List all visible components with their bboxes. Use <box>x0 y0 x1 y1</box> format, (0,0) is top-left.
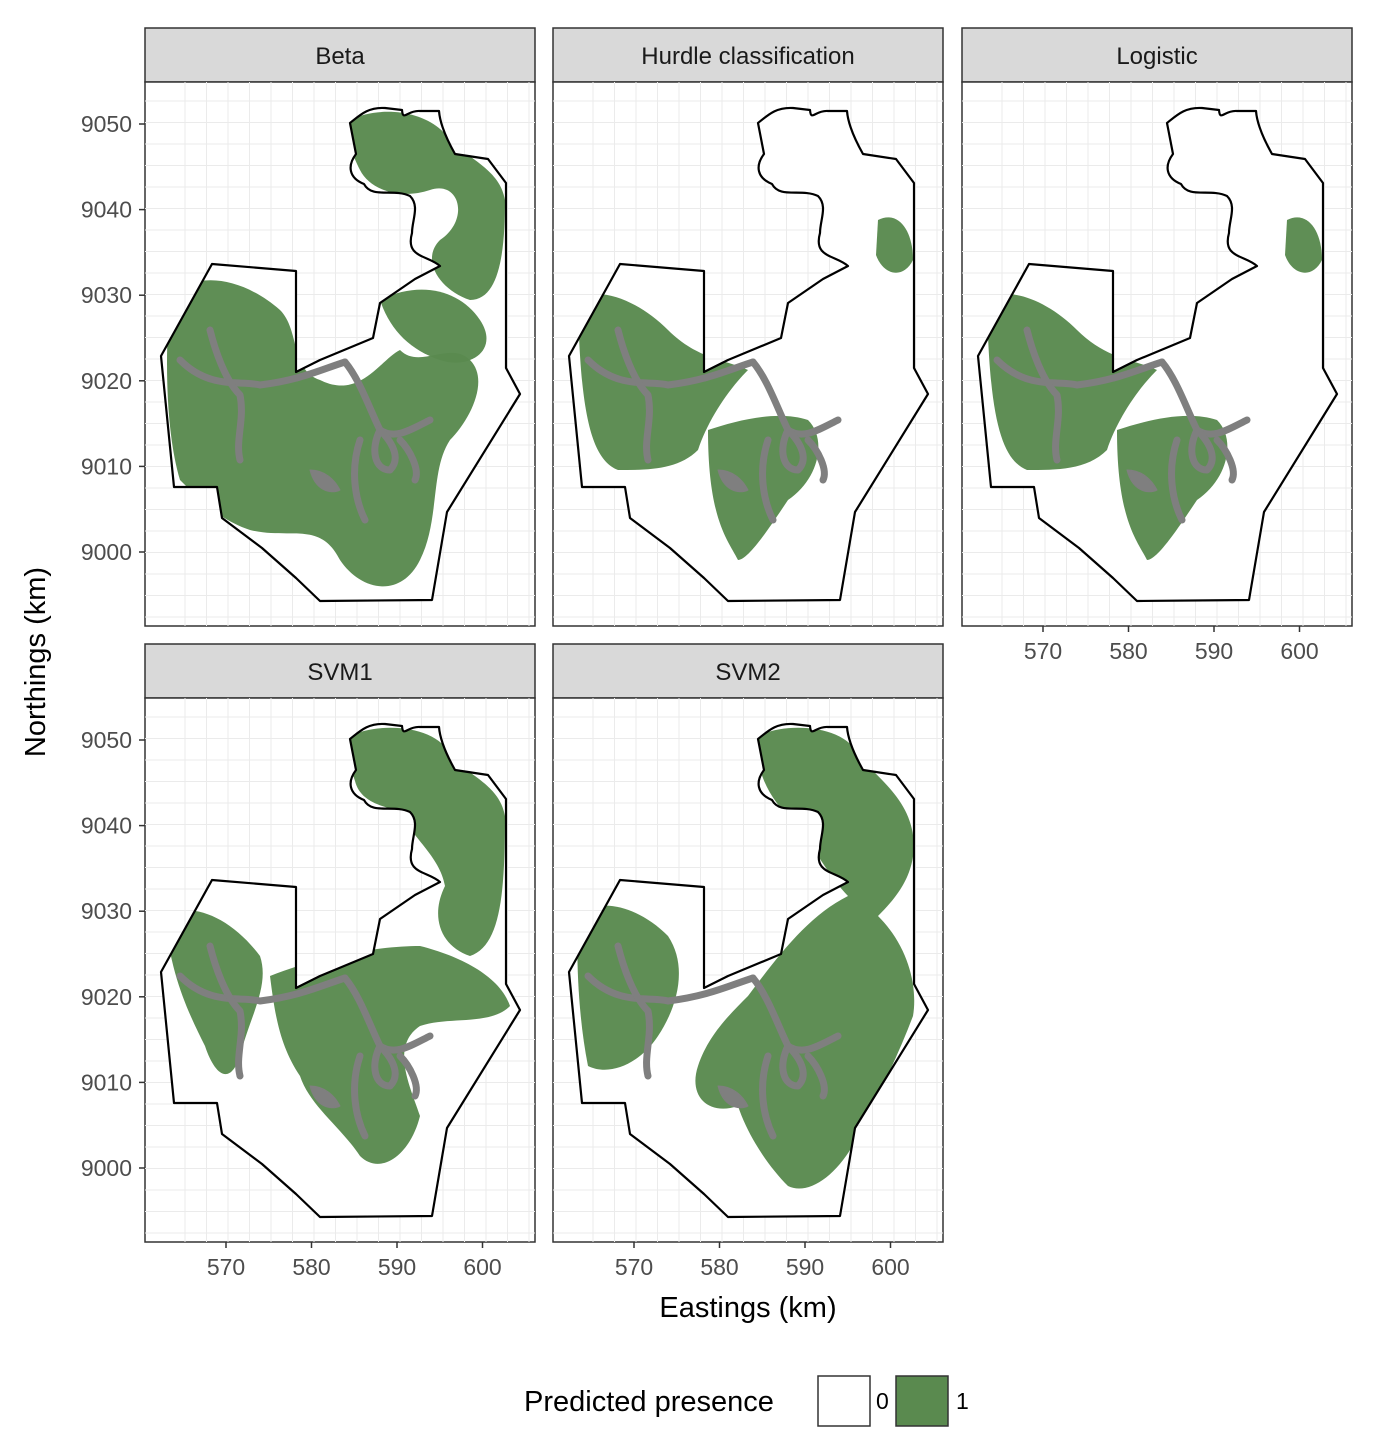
predicted-presence <box>577 727 915 1189</box>
river-network <box>584 942 842 1140</box>
facet-title: SVM2 <box>715 659 780 686</box>
predicted-presence <box>167 111 505 587</box>
facet-strip <box>552 643 944 699</box>
study-area-map <box>159 722 522 1219</box>
y-tick-label: 9010 <box>81 1069 132 1095</box>
x-tick-label: 570 <box>1024 638 1062 664</box>
x-axis-title: Eastings (km) <box>659 1292 836 1324</box>
river-network <box>584 326 842 524</box>
facet-title: Beta <box>315 43 365 70</box>
x-tick-label: 590 <box>1195 638 1233 664</box>
x-tick-label: 590 <box>378 1254 416 1280</box>
legend: Predicted presence 0 1 <box>524 1375 969 1427</box>
legend-label-present: 1 <box>956 1388 969 1414</box>
x-tick-label: 600 <box>871 1254 909 1280</box>
study-area-boundary <box>159 106 522 603</box>
facet-strip <box>144 27 536 83</box>
x-tick-label: 580 <box>1109 638 1147 664</box>
x-axis-ticks-svm2: 570 580 590 600 <box>615 1242 910 1280</box>
x-tick-label: 600 <box>463 1254 501 1280</box>
river-network <box>993 326 1251 524</box>
x-tick-label: 570 <box>615 1254 653 1280</box>
study-area-map <box>567 106 930 603</box>
y-tick-label: 9050 <box>81 727 132 753</box>
y-tick-label: 9040 <box>81 813 132 839</box>
map-panels: Beta Hurdle classification Logistic SVM1 SVM… <box>144 27 1353 1243</box>
panel-1: Hurdle classification <box>552 27 944 627</box>
facet-strip <box>144 643 536 699</box>
study-area-boundary <box>159 722 522 1219</box>
y-tick-label: 9040 <box>81 197 132 223</box>
legend-key-present <box>895 1375 949 1427</box>
legend-key-absent <box>817 1375 871 1427</box>
river-network <box>176 942 434 1140</box>
y-tick-label: 9000 <box>81 1155 132 1181</box>
x-axis-ticks-svm1: 570 580 590 600 <box>207 1242 502 1280</box>
x-tick-label: 600 <box>1280 638 1318 664</box>
y-tick-label: 9010 <box>81 453 132 479</box>
y-tick-label: 9050 <box>81 111 132 137</box>
legend-label-absent: 0 <box>876 1388 889 1414</box>
legend-title: Predicted presence <box>524 1386 774 1418</box>
y-tick-label: 9000 <box>81 539 132 565</box>
facet-strip <box>552 27 944 83</box>
panel-2: Logistic <box>961 27 1353 627</box>
y-axis-title: Northings (km) <box>20 567 52 757</box>
panel-3: SVM1 <box>144 643 536 1243</box>
x-tick-label: 570 <box>207 1254 245 1280</box>
x-tick-label: 580 <box>700 1254 738 1280</box>
facet-title: Logistic <box>1116 43 1197 70</box>
facet-title: SVM1 <box>307 659 372 686</box>
y-axis-ticks-row1: 9000 9010 9020 9030 9040 9050 <box>81 111 145 565</box>
study-area-map <box>976 106 1339 603</box>
y-tick-label: 9030 <box>81 282 132 308</box>
y-tick-label: 9020 <box>81 368 132 394</box>
study-area-boundary <box>976 106 1339 603</box>
x-tick-label: 580 <box>292 1254 330 1280</box>
y-tick-label: 9030 <box>81 898 132 924</box>
panel-0: Beta <box>144 27 536 627</box>
x-tick-label: 590 <box>786 1254 824 1280</box>
y-axis-ticks-row2: 9000 9010 9020 9030 9040 9050 <box>81 727 145 1181</box>
facet-strip <box>961 27 1353 83</box>
panel-4: SVM2 <box>552 643 944 1243</box>
river-network <box>176 326 434 524</box>
study-area-boundary <box>567 106 930 603</box>
study-area-map <box>567 722 930 1219</box>
y-tick-label: 9020 <box>81 984 132 1010</box>
study-area-boundary <box>567 722 930 1219</box>
facet-title: Hurdle classification <box>641 43 854 70</box>
x-axis-ticks-logistic: 570 580 590 600 <box>1024 626 1319 664</box>
study-area-map <box>159 106 522 603</box>
